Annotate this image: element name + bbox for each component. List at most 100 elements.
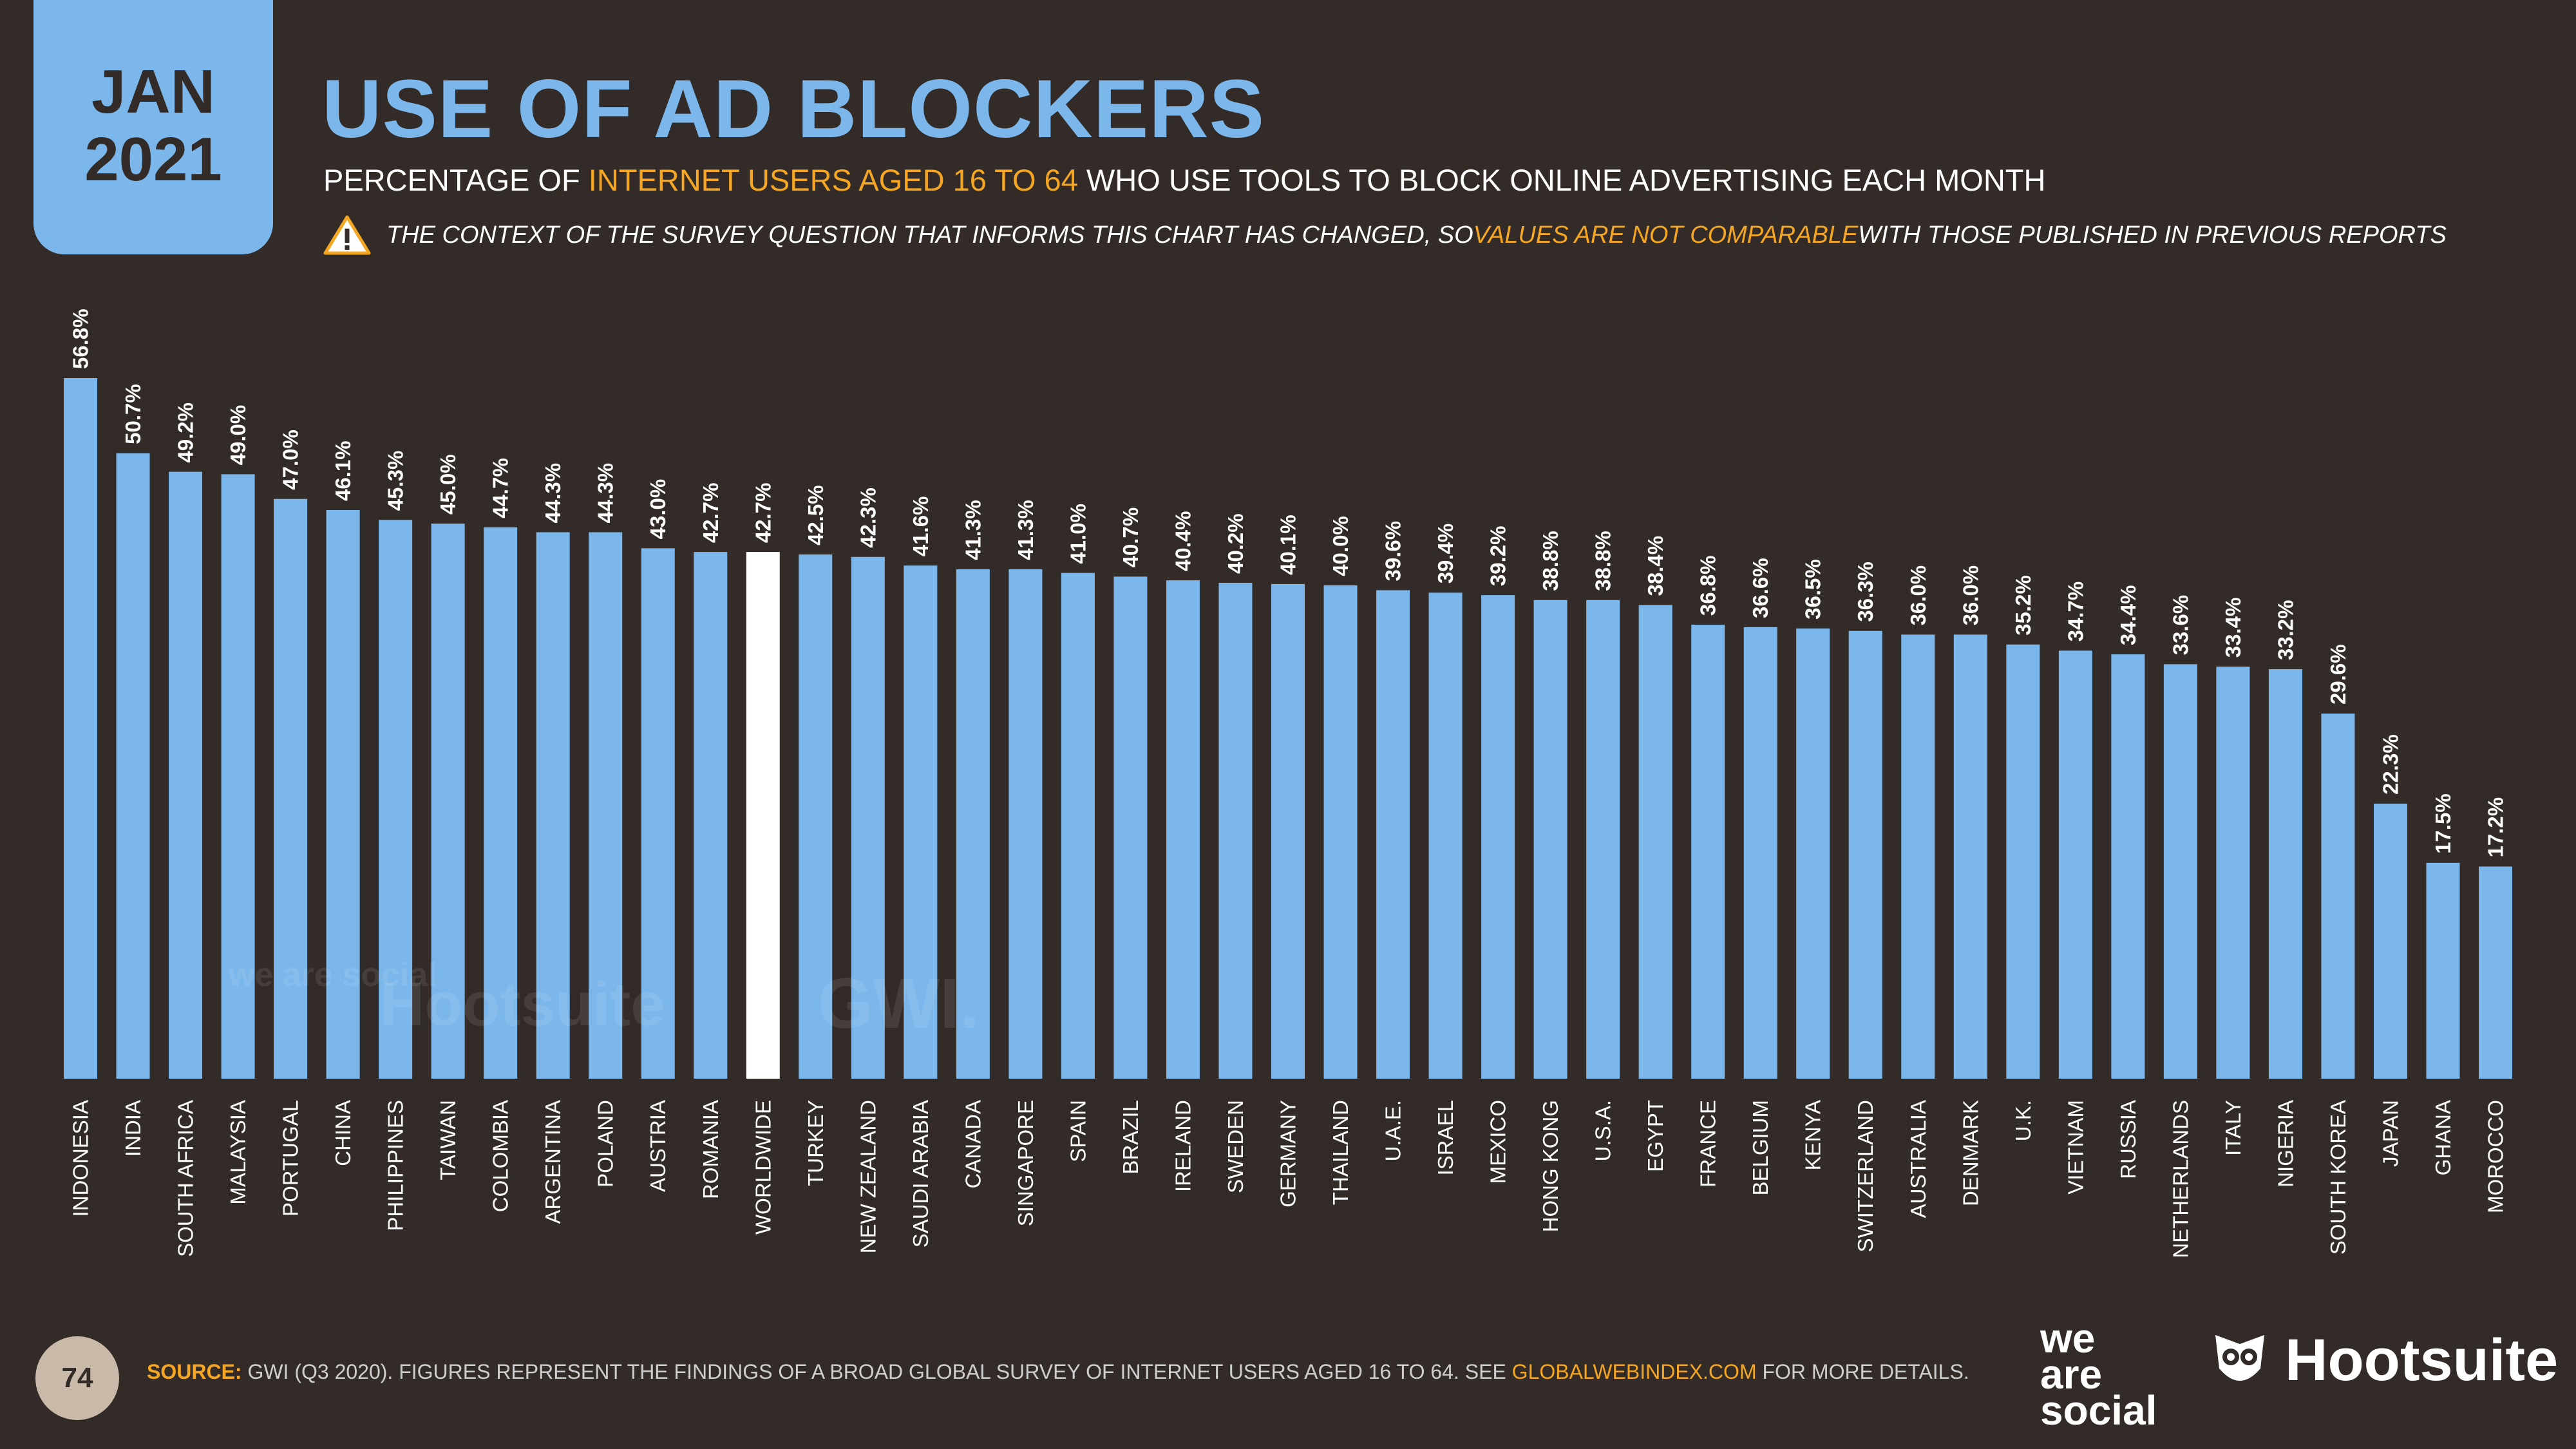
category-label: CHINA [331,1100,355,1166]
bar-group: 36.0% AUSTRALIA [1901,565,1935,1218]
value-label: 36.3% [1853,562,1877,622]
value-label: 38.4% [1643,536,1667,596]
value-label: 29.6% [2326,644,2350,705]
bar [1796,628,1830,1079]
value-label: 36.0% [1906,565,1930,626]
watermark-hootsuite: Hootsuite [380,970,665,1039]
category-label: U.K. [2011,1100,2035,1141]
category-label: ROMANIA [699,1100,723,1199]
value-label: 42.7% [751,483,775,544]
bar [1638,605,1672,1079]
bar [1271,583,1305,1079]
bar-group: 46.1% CHINA [326,440,360,1166]
bar [1586,600,1620,1079]
bar-group: 41.6% SAUDI ARABIA [904,497,938,1247]
category-label: INDIA [121,1100,145,1157]
logo-word-2: are [2040,1351,2103,1397]
bar-group: 38.8% U.S.A. [1586,531,1620,1161]
category-label: GERMANY [1276,1100,1300,1208]
category-label: INDONESIA [69,1100,93,1217]
category-label: AUSTRIA [646,1100,670,1192]
bar [1009,569,1043,1079]
bar-group: 22.3% JAPAN [2373,734,2407,1167]
bar-group: 29.6% SOUTH KOREA [2321,644,2355,1255]
category-label: NEW ZEALAND [856,1100,880,1253]
date-badge: JAN 2021 [33,0,273,254]
subtitle: PERCENTAGE OF INTERNET USERS AGED 16 TO … [323,162,2045,198]
category-label: IRELAND [1171,1100,1195,1192]
category-label: MALAYSIA [226,1100,250,1205]
bar-group: 17.2% MOROCCO [2479,797,2512,1213]
value-label: 36.8% [1696,556,1720,616]
subtitle-pre: PERCENTAGE OF [323,163,589,197]
source-link[interactable]: GLOBALWEBINDEX.COM [1511,1360,1757,1383]
bar-group: 42.7% ROMANIA [694,483,728,1199]
bar [799,554,833,1079]
bar-chart: 56.8% INDONESIA 50.7% INDIA 49.2% SOUTH AFRIC… [64,308,2512,1258]
source-tail: FOR MORE DETAILS. [1756,1360,1969,1383]
subtitle-post: WHO USE TOOLS TO BLOCK ONLINE ADVERTISIN… [1077,163,2046,197]
bar [2426,862,2460,1079]
bar [2111,654,2145,1079]
owl-icon [2215,1334,2264,1381]
we-are-social-logo: we are social [2040,1318,2157,1431]
bar [1323,585,1358,1079]
bar [221,474,255,1079]
value-label: 40.1% [1276,515,1300,575]
bar [2216,667,2250,1079]
value-label: 41.3% [961,500,985,560]
category-label: POLAND [594,1100,618,1188]
watermark-gwi: GWI. [818,964,980,1043]
category-label: KENYA [1801,1100,1825,1170]
category-label: U.S.A. [1591,1100,1615,1161]
bar [2268,669,2302,1079]
bar-group: 41.3% CANADA [956,500,990,1189]
bar-group: 41.0% SPAIN [1061,504,1095,1162]
bar [379,520,413,1079]
bar-group: 40.2% SWEDEN [1218,513,1253,1193]
value-label: 34.7% [2063,582,2087,642]
bar [2321,714,2355,1079]
warning-post: WITH THOSE PUBLISHED IN PREVIOUS REPORTS [1858,221,2447,249]
value-label: 39.2% [1486,526,1510,587]
value-label: 33.2% [2273,600,2297,660]
badge-month: JAN [91,57,216,126]
bar [1428,592,1463,1079]
category-label: ITALY [2221,1100,2245,1156]
badge-year: 2021 [84,124,222,194]
category-label: SWITZERLAND [1853,1100,1877,1253]
watermark-we-are-social: we are social [229,956,437,994]
bar-group: 42.3% NEW ZEALAND [851,488,885,1253]
category-label: WORLDWIDE [751,1100,775,1235]
value-label: 49.0% [226,405,250,466]
bar [1218,582,1253,1079]
category-label: JAPAN [2378,1100,2402,1167]
value-label: 33.6% [2168,595,2192,656]
bar [1953,634,1987,1079]
bar-group: 33.6% NETHERLANDS [2163,595,2197,1258]
category-label: NIGERIA [2273,1100,2297,1188]
value-label: 40.0% [1329,516,1352,576]
category-label: FRANCE [1696,1100,1720,1188]
bar [2373,803,2407,1079]
warning-note: THE CONTEXT OF THE SURVEY QUESTION THAT … [323,213,2447,258]
warning-pre: THE CONTEXT OF THE SURVEY QUESTION THAT … [386,221,1473,249]
bar [1113,576,1148,1079]
value-label: 41.6% [909,497,933,557]
value-label: 33.4% [2221,598,2245,658]
bar [169,471,203,1079]
hootsuite-wordmark: Hootsuite [2285,1327,2559,1393]
category-label: AUSTRALIA [1906,1100,1930,1218]
bar-group: 39.4% ISRAEL [1428,524,1463,1175]
category-label: RUSSIA [2116,1100,2140,1179]
bar-group: 36.3% SWITZERLAND [1848,562,1882,1253]
value-label: 35.2% [2011,575,2035,636]
value-label: 42.5% [804,485,828,545]
bar-group: 38.8% HONG KONG [1533,531,1567,1232]
bar-group: 50.7% INDIA [116,384,150,1157]
bar [431,524,465,1079]
value-label: 36.5% [1801,559,1825,620]
category-label: CANADA [961,1100,985,1189]
bar-group: 38.4% EGYPT [1638,536,1672,1172]
category-label: HONG KONG [1539,1100,1562,1232]
